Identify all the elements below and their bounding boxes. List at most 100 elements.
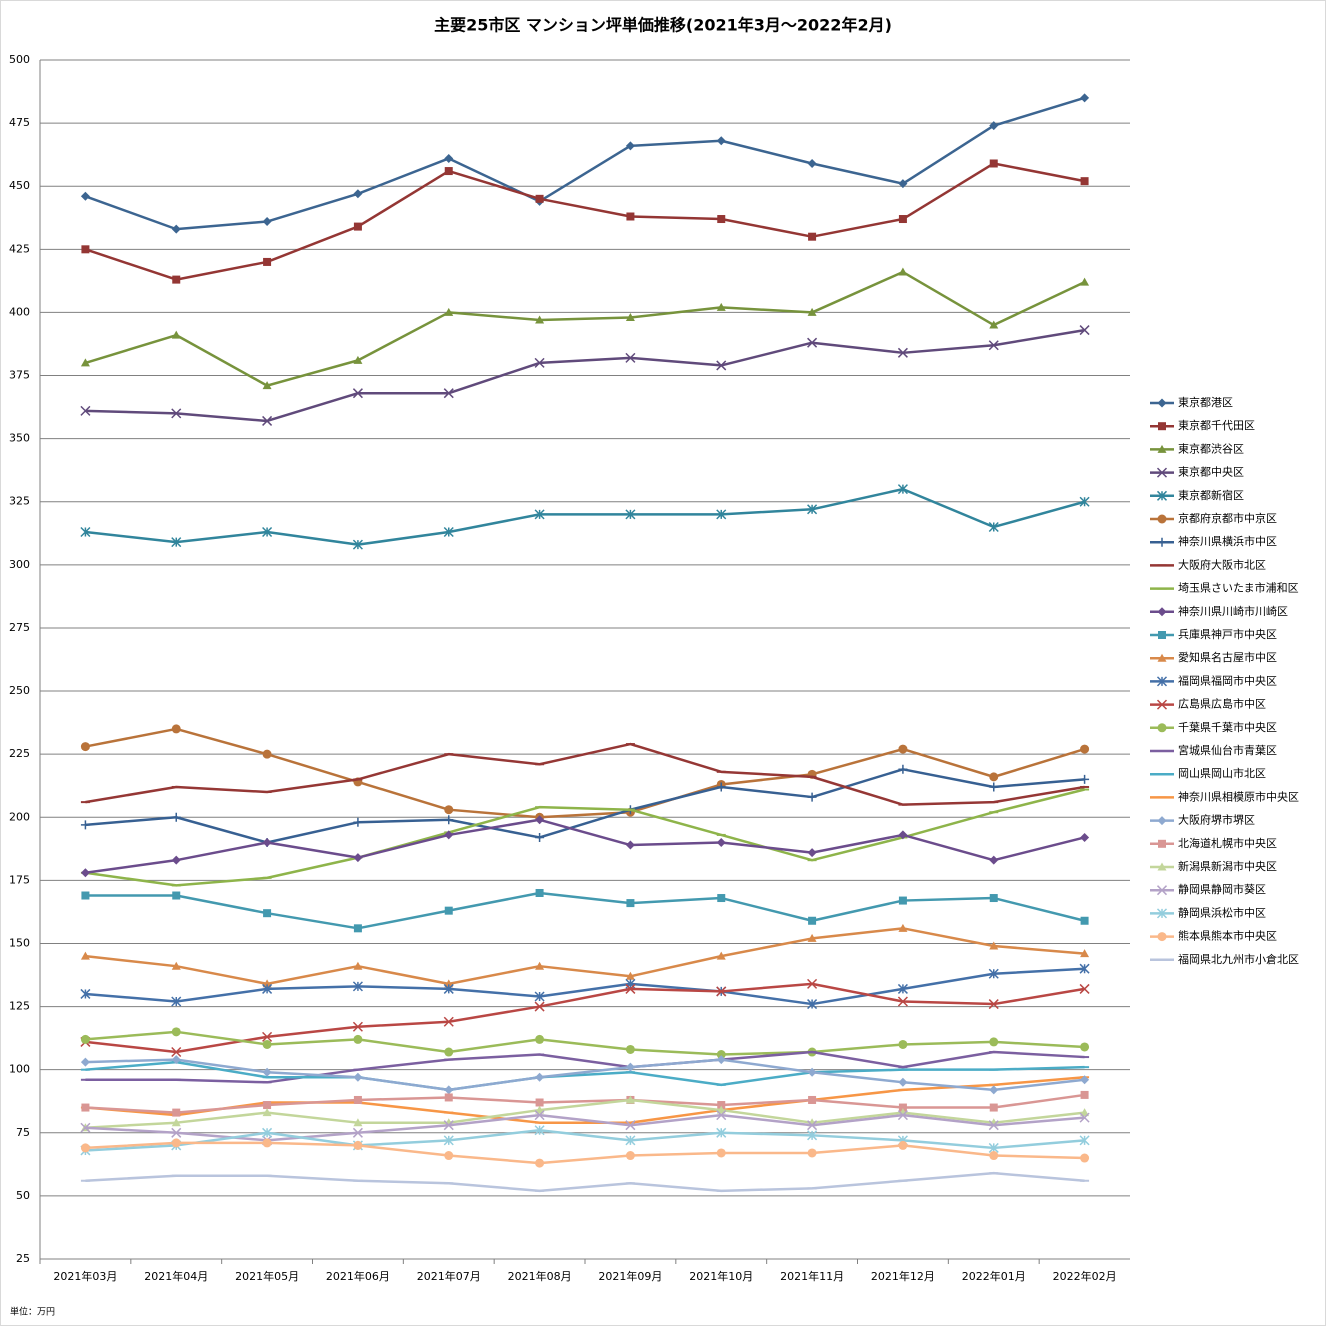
data-point [716, 509, 727, 520]
series-line [85, 328, 1085, 423]
data-point [897, 996, 908, 1007]
data-point [80, 526, 91, 538]
data-point [262, 415, 273, 426]
data-point [262, 1138, 272, 1148]
series-line [85, 1171, 1085, 1193]
data-point [262, 1127, 273, 1138]
legend-marker [1158, 422, 1166, 431]
data-point [171, 537, 182, 548]
data-point [808, 916, 817, 925]
x-tick-label: 2021年10月 [689, 1269, 753, 1283]
data-point [81, 1103, 90, 1112]
legend-label: 福岡県福岡市中央区 [1178, 673, 1277, 687]
data-point [717, 1101, 726, 1110]
x-tick-label: 2021年07月 [417, 1269, 481, 1283]
data-point [80, 1057, 90, 1067]
data-point [171, 812, 181, 822]
data-point [171, 1055, 181, 1065]
data-point [1080, 1075, 1090, 1085]
data-point [535, 194, 544, 203]
data-point [80, 820, 90, 830]
data-point [989, 1037, 999, 1047]
data-point [80, 358, 90, 367]
data-point [171, 1138, 181, 1148]
data-point [262, 381, 272, 390]
chart-title: 主要25市区 マンション坪単価推移(2021年3月～2022年2月) [434, 16, 892, 35]
data-point [353, 1072, 363, 1082]
series-line [85, 891, 1085, 930]
data-point [807, 158, 817, 168]
data-point [989, 772, 999, 782]
data-point [807, 792, 817, 802]
data-point [444, 1151, 454, 1161]
data-point [1080, 1042, 1090, 1052]
data-point [716, 302, 726, 311]
series-line [85, 270, 1086, 387]
data-point [807, 978, 818, 989]
data-point [898, 1039, 908, 1049]
legend-label: 神奈川県横浜市中区 [1178, 534, 1277, 548]
legend-label: 新潟県新潟市中央区 [1178, 859, 1277, 873]
data-point [716, 986, 727, 997]
legend-label: 熊本県熊本市中央区 [1178, 929, 1277, 943]
data-point [989, 121, 999, 131]
data-point [1080, 744, 1090, 754]
data-point [1079, 1135, 1090, 1146]
legend-label: 大阪府大阪市北区 [1178, 557, 1266, 571]
data-point [898, 923, 908, 932]
data-point [716, 1148, 726, 1158]
data-point [716, 360, 727, 371]
data-point [262, 1039, 272, 1049]
x-tick-label: 2021年11月 [780, 1269, 844, 1283]
data-point [444, 1047, 454, 1057]
data-point [716, 951, 726, 960]
data-point [535, 888, 544, 897]
series-line [85, 727, 1085, 819]
y-tick-label: 200 [9, 810, 30, 823]
legend-label: 東京都新宿区 [1178, 488, 1244, 502]
data-point [807, 307, 817, 316]
data-point [898, 830, 908, 840]
y-tick-label: 375 [9, 369, 30, 382]
data-point [444, 1093, 453, 1102]
data-point [988, 521, 999, 533]
x-tick-label: 2021年09月 [598, 1269, 662, 1283]
legend-label: 静岡県静岡市葵区 [1178, 882, 1266, 896]
data-point [80, 1143, 90, 1153]
data-point [443, 526, 454, 538]
y-tick-label: 500 [9, 53, 30, 66]
data-point [989, 320, 999, 329]
data-point [989, 1151, 999, 1161]
legend-marker [1156, 885, 1168, 896]
data-point [353, 1118, 363, 1127]
series-line [85, 1060, 1085, 1092]
data-point [353, 961, 363, 970]
data-point [352, 388, 363, 399]
legend-label: 神奈川県川崎市川崎区 [1178, 604, 1288, 618]
legend-label: 大阪府堺市堺区 [1178, 813, 1255, 827]
data-point [262, 979, 272, 988]
data-point [262, 526, 273, 538]
data-point [444, 830, 454, 840]
data-point [989, 941, 999, 950]
data-point [263, 257, 272, 266]
data-point [171, 1046, 182, 1058]
series-line [85, 1113, 1085, 1142]
data-point [807, 933, 817, 942]
data-point [1080, 1153, 1090, 1163]
data-point [1080, 774, 1090, 784]
data-point [716, 782, 726, 792]
data-point [262, 1067, 272, 1077]
data-point [444, 815, 454, 825]
data-point [625, 1151, 635, 1161]
data-point [807, 1148, 817, 1158]
y-tick-label: 450 [9, 179, 30, 192]
data-point [535, 1034, 545, 1044]
data-point [625, 971, 635, 980]
legend-label: 京都府京都市中京区 [1178, 511, 1277, 525]
data-point [897, 983, 908, 994]
data-point [1080, 277, 1090, 286]
data-point [897, 484, 908, 495]
data-point [897, 347, 908, 358]
